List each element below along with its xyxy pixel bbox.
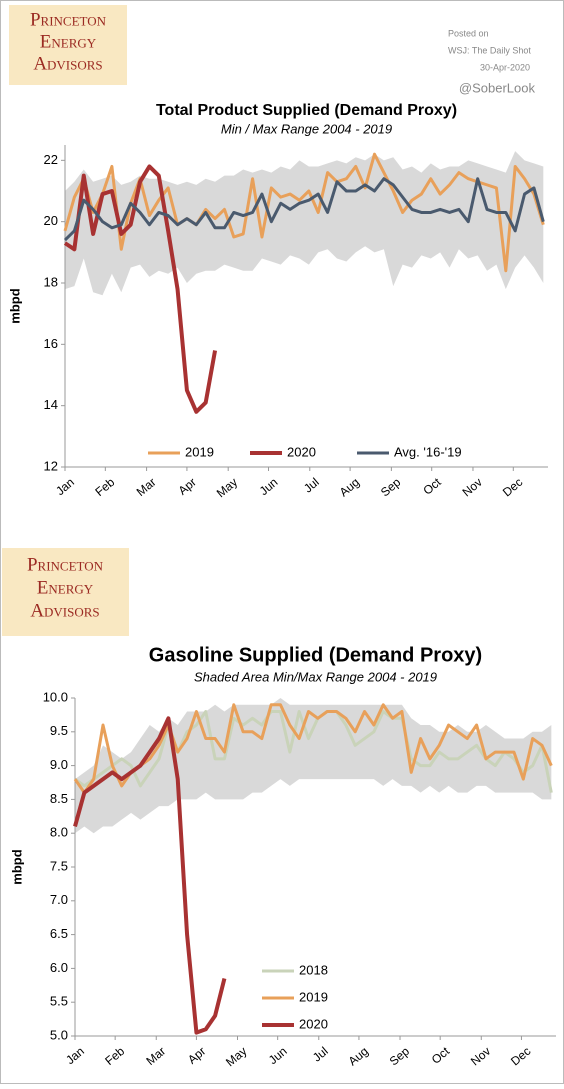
y-tick-label: 9.0 [50, 757, 68, 772]
legend-label: 2018 [299, 962, 328, 977]
y-tick-label: 9.5 [50, 723, 68, 738]
series-line [74, 710, 553, 793]
legend-label: 2019 [299, 989, 328, 1004]
y-tick-label: 18 [44, 274, 58, 289]
posted-date: 30-Apr-2020 [480, 62, 530, 72]
logo-box [9, 5, 127, 85]
y-tick-label: 7.5 [50, 858, 68, 873]
legend-label: 2020 [287, 444, 316, 459]
logo-text: Advisors [33, 53, 102, 74]
y-tick-label: 14 [44, 397, 58, 412]
range-band [75, 698, 552, 834]
handle: @SoberLook [459, 80, 536, 95]
y-axis-label: mbpd [7, 288, 22, 323]
logo-box [2, 548, 129, 636]
y-tick-label: 5.5 [50, 994, 68, 1009]
logo-text: Energy [40, 31, 97, 52]
legend-label: Avg. '16-'19 [394, 444, 462, 459]
chart-subtitle: Shaded Area Min/Max Range 2004 - 2019 [194, 669, 437, 684]
y-tick-label: 8.5 [50, 791, 68, 806]
series-line [73, 703, 553, 795]
y-tick-label: 22 [44, 152, 58, 167]
chart-title: Total Product Supplied (Demand Proxy) [156, 102, 457, 119]
legend-label: 2020 [299, 1016, 328, 1031]
y-tick-label: 6.0 [50, 960, 68, 975]
y-tick-label: 12 [44, 458, 58, 473]
y-axis-label: mbpd [9, 849, 24, 884]
y-tick-label: 20 [44, 213, 58, 228]
y-tick-label: 10.0 [43, 689, 68, 704]
chart-title: Gasoline Supplied (Demand Proxy) [149, 644, 482, 666]
posted-source: WSJ: The Daily Shot [448, 45, 531, 55]
y-tick-label: 8.0 [50, 825, 68, 840]
series-line [63, 177, 545, 242]
chart-subtitle: Min / Max Range 2004 - 2019 [221, 121, 392, 136]
logo-text: Princeton [27, 554, 104, 575]
logo-text: Advisors [30, 600, 99, 621]
posted-label: Posted on [448, 28, 489, 38]
logo-text: Princeton [30, 9, 107, 30]
y-tick-label: 16 [44, 336, 58, 351]
y-tick-label: 7.0 [50, 892, 68, 907]
y-tick-label: 6.5 [50, 926, 68, 941]
y-tick-label: 5.0 [50, 1027, 68, 1042]
range-band [65, 151, 544, 296]
logo-text: Energy [37, 577, 94, 598]
series-line [63, 164, 218, 414]
series-line [73, 716, 227, 1035]
legend-label: 2019 [185, 444, 214, 459]
series-line [63, 152, 545, 273]
